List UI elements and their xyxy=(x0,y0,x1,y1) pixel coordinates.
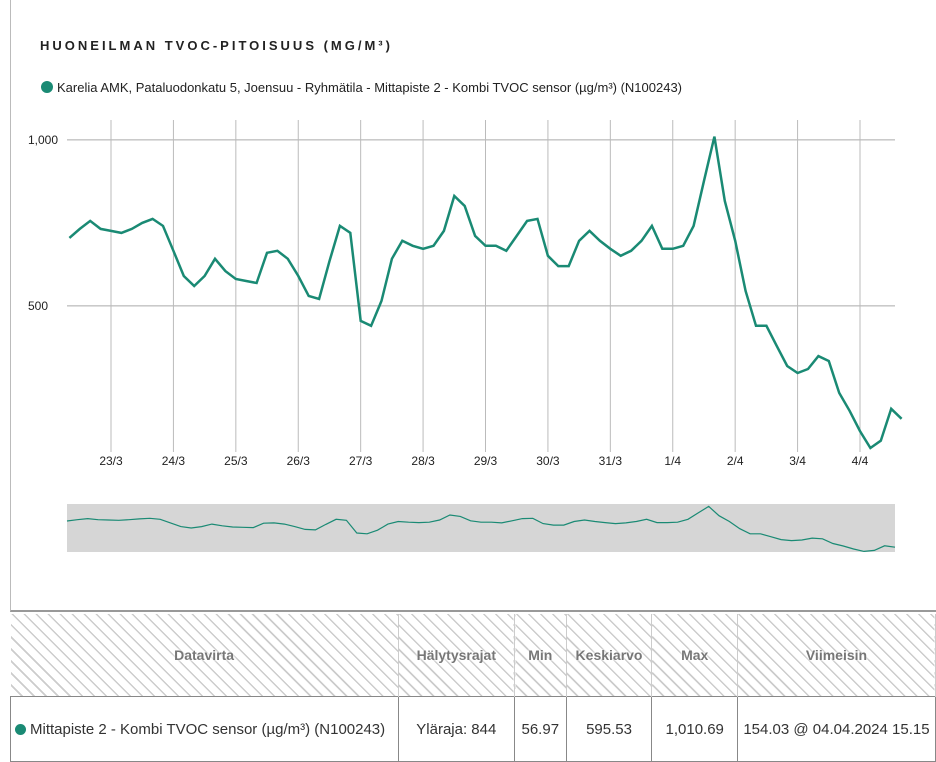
legend-dot xyxy=(15,723,26,735)
stats-table: Datavirta Hälytysrajat Min Keskiarvo Max Viim… xyxy=(10,614,936,762)
cell-text: Mittapiste 2 - Kombi TVOC sensor (µg/m³)… xyxy=(30,720,386,738)
x-tick-label: 23/3 xyxy=(99,454,123,468)
column-header: Min xyxy=(514,614,567,697)
x-tick-label: 30/3 xyxy=(536,454,560,468)
legend-label: Karelia AMK, Pataluodonkatu 5, Joensuu -… xyxy=(57,80,682,95)
x-tick-label: 25/3 xyxy=(224,454,248,468)
legend-dot xyxy=(41,81,53,93)
table-cell: 595.53 xyxy=(565,696,653,762)
x-tick-label: 24/3 xyxy=(162,454,186,468)
y-tick-label: 500 xyxy=(28,299,48,313)
cell-text: 595.53 xyxy=(586,720,632,738)
x-tick-label: 1/4 xyxy=(664,454,681,468)
x-tick-label: 2/4 xyxy=(727,454,744,468)
chart-title: HUONEILMAN TVOC-PITOISUUS (MG/M³) xyxy=(40,38,393,53)
x-tick-label: 3/4 xyxy=(789,454,806,468)
y-tick-label: 1,000 xyxy=(28,133,58,147)
x-tick-label: 26/3 xyxy=(287,454,311,468)
table-cell: 56.97 xyxy=(514,696,567,762)
chart-panel xyxy=(10,0,936,612)
table-cell: Mittapiste 2 - Kombi TVOC sensor (µg/m³)… xyxy=(10,696,399,762)
cell-text: Yläraja: 844 xyxy=(416,720,497,738)
column-header: Datavirta xyxy=(10,614,399,697)
cell-text: 154.03 @ 04.04.2024 15.15 xyxy=(743,720,930,738)
navigator-line xyxy=(66,505,896,553)
table-cell: Yläraja: 844 xyxy=(397,696,516,762)
x-tick-label: 27/3 xyxy=(349,454,373,468)
x-tick-label: 29/3 xyxy=(474,454,498,468)
cell-text: 56.97 xyxy=(521,720,560,738)
x-tick-label: 28/3 xyxy=(411,454,435,468)
chart: HUONEILMAN TVOC-PITOISUUS (MG/M³) Kareli… xyxy=(28,38,903,553)
column-header: Hälytysrajat xyxy=(398,614,516,697)
table-cell: 154.03 @ 04.04.2024 15.15 xyxy=(736,696,936,762)
navigator xyxy=(67,504,895,552)
cell-text: 1,010.69 xyxy=(665,720,724,738)
x-tick-label: 4/4 xyxy=(852,454,869,468)
series-line xyxy=(68,136,903,450)
column-header: Keskiarvo xyxy=(566,614,653,697)
table-cell: 1,010.69 xyxy=(651,696,738,762)
x-tick-label: 31/3 xyxy=(599,454,623,468)
column-header: Viimeisin xyxy=(737,614,936,697)
table-row: Mittapiste 2 - Kombi TVOC sensor (µg/m³)… xyxy=(10,696,936,762)
header-row: Datavirta Hälytysrajat Min Keskiarvo Max Viim… xyxy=(10,614,936,697)
column-header: Max xyxy=(651,614,738,697)
